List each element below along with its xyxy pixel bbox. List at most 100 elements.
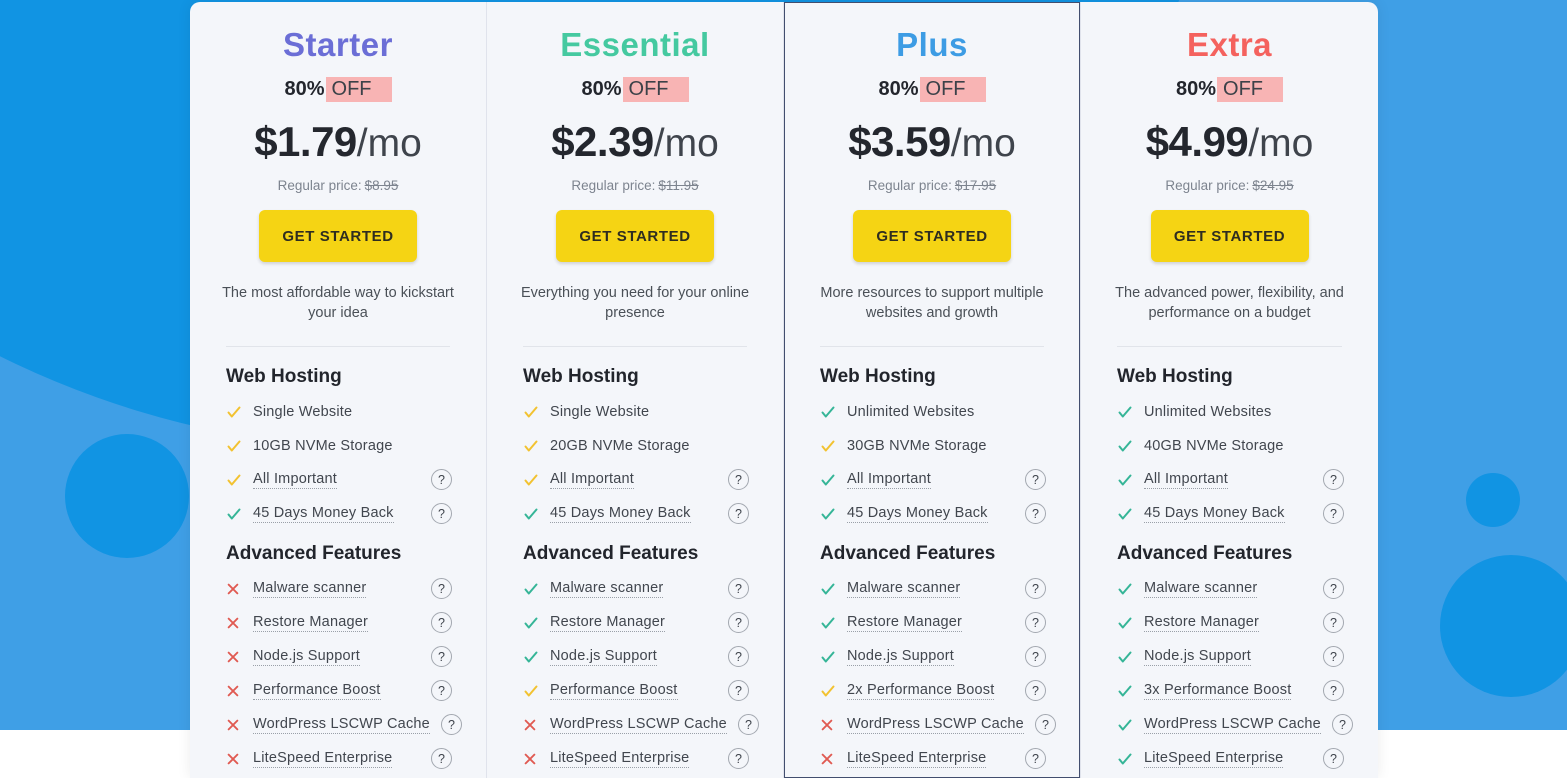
- regular-price: Regular price: $17.95: [784, 178, 1080, 193]
- feature-label[interactable]: Malware scanner: [253, 579, 367, 598]
- feature-label[interactable]: Performance Boost: [550, 681, 678, 700]
- help-icon[interactable]: ?: [1323, 578, 1344, 599]
- regular-price-value: $24.95: [1252, 178, 1294, 193]
- feature-label[interactable]: 45 Days Money Back: [253, 504, 394, 523]
- help-icon[interactable]: ?: [728, 646, 749, 667]
- help-icon[interactable]: ?: [728, 612, 749, 633]
- help-icon[interactable]: ?: [431, 680, 452, 701]
- cross-icon: [226, 615, 242, 631]
- help-icon[interactable]: ?: [1331, 714, 1353, 735]
- help-icon[interactable]: ?: [1025, 612, 1046, 633]
- feature-row: 40GB NVMe Storage: [1117, 435, 1344, 456]
- feature-row: WordPress LSCWP Cache ?: [523, 714, 759, 735]
- help-icon[interactable]: ?: [1323, 503, 1344, 524]
- help-icon[interactable]: ?: [431, 578, 452, 599]
- help-icon[interactable]: ?: [1323, 680, 1344, 701]
- help-icon[interactable]: ?: [431, 612, 452, 633]
- help-icon[interactable]: ?: [431, 646, 452, 667]
- discount-badge: 80% OFF: [1081, 77, 1378, 102]
- feature-label[interactable]: LiteSpeed Enterprise: [847, 749, 987, 768]
- help-icon[interactable]: ?: [1025, 646, 1046, 667]
- help-icon[interactable]: ?: [728, 680, 749, 701]
- feature-label[interactable]: Node.js Support: [1144, 647, 1251, 666]
- feature-label[interactable]: WordPress LSCWP Cache: [1144, 715, 1321, 734]
- help-icon[interactable]: ?: [1323, 748, 1344, 769]
- feature-label: Unlimited Websites: [847, 403, 975, 420]
- feature-label[interactable]: Node.js Support: [550, 647, 657, 666]
- feature-label[interactable]: Node.js Support: [253, 647, 360, 666]
- help-icon[interactable]: ?: [1025, 680, 1046, 701]
- divider: [226, 346, 450, 347]
- feature-label[interactable]: 2x Performance Boost: [847, 681, 995, 700]
- feature-label[interactable]: 45 Days Money Back: [550, 504, 691, 523]
- feature-label[interactable]: All Important: [253, 470, 337, 489]
- cross-icon: [523, 751, 539, 767]
- help-icon[interactable]: ?: [431, 503, 452, 524]
- feature-row: Performance Boost ?: [226, 680, 452, 701]
- feature-label[interactable]: 45 Days Money Back: [1144, 504, 1285, 523]
- help-icon[interactable]: ?: [431, 469, 452, 490]
- check-icon: [523, 683, 539, 699]
- feature-row: Malware scanner ?: [226, 578, 452, 599]
- get-started-button[interactable]: GET STARTED: [259, 210, 417, 262]
- help-icon[interactable]: ?: [1025, 578, 1046, 599]
- help-icon[interactable]: ?: [728, 748, 749, 769]
- help-icon[interactable]: ?: [1025, 503, 1046, 524]
- feature-label[interactable]: All Important: [847, 470, 931, 489]
- plan-price: $2.39/mo: [487, 118, 783, 166]
- check-icon: [1117, 615, 1133, 631]
- discount-off-label: OFF: [325, 77, 392, 102]
- check-icon: [523, 404, 539, 420]
- feature-label[interactable]: Malware scanner: [550, 579, 664, 598]
- feature-label[interactable]: LiteSpeed Enterprise: [253, 749, 393, 768]
- get-started-button[interactable]: GET STARTED: [1150, 210, 1309, 262]
- feature-label[interactable]: Restore Manager: [550, 613, 666, 632]
- help-icon[interactable]: ?: [728, 469, 749, 490]
- feature-label[interactable]: WordPress LSCWP Cache: [550, 715, 727, 734]
- feature-label[interactable]: Node.js Support: [847, 647, 954, 666]
- feature-label[interactable]: Restore Manager: [253, 613, 369, 632]
- feature-label[interactable]: LiteSpeed Enterprise: [550, 749, 690, 768]
- feature-label[interactable]: All Important: [1144, 470, 1228, 489]
- help-icon[interactable]: ?: [1323, 646, 1344, 667]
- cross-icon: [820, 717, 836, 733]
- feature-label[interactable]: 3x Performance Boost: [1144, 681, 1292, 700]
- feature-label[interactable]: Performance Boost: [253, 681, 381, 700]
- get-started-button[interactable]: GET STARTED: [556, 210, 714, 262]
- feature-row: 30GB NVMe Storage: [820, 435, 1046, 456]
- help-icon[interactable]: ?: [1323, 612, 1344, 633]
- help-icon[interactable]: ?: [1323, 469, 1344, 490]
- help-icon[interactable]: ?: [728, 503, 749, 524]
- feature-label[interactable]: WordPress LSCWP Cache: [253, 715, 430, 734]
- feature-label[interactable]: LiteSpeed Enterprise: [1144, 749, 1284, 768]
- help-icon[interactable]: ?: [1025, 748, 1046, 769]
- help-icon[interactable]: ?: [431, 748, 452, 769]
- feature-label: Single Website: [550, 403, 650, 420]
- help-icon[interactable]: ?: [737, 714, 759, 735]
- feature-label: Unlimited Websites: [1144, 403, 1272, 420]
- feature-label[interactable]: Malware scanner: [847, 579, 961, 598]
- plan-price: $1.79/mo: [190, 118, 486, 166]
- get-started-button[interactable]: GET STARTED: [853, 210, 1011, 262]
- feature-row: LiteSpeed Enterprise ?: [820, 748, 1046, 769]
- web-hosting-heading: Web Hosting: [226, 366, 342, 387]
- feature-row: WordPress LSCWP Cache ?: [1117, 714, 1353, 735]
- check-icon: [820, 615, 836, 631]
- help-icon[interactable]: ?: [1034, 714, 1056, 735]
- feature-row: 10GB NVMe Storage: [226, 435, 452, 456]
- feature-label[interactable]: Restore Manager: [847, 613, 963, 632]
- feature-row: Unlimited Websites: [1117, 401, 1344, 422]
- feature-label[interactable]: 45 Days Money Back: [847, 504, 988, 523]
- cross-icon: [226, 683, 242, 699]
- feature-label[interactable]: All Important: [550, 470, 634, 489]
- feature-label[interactable]: Malware scanner: [1144, 579, 1258, 598]
- help-icon[interactable]: ?: [728, 578, 749, 599]
- help-icon[interactable]: ?: [440, 714, 462, 735]
- feature-label[interactable]: Restore Manager: [1144, 613, 1260, 632]
- help-icon[interactable]: ?: [1025, 469, 1046, 490]
- plan-name: Plus: [896, 26, 968, 63]
- plan-description: More resources to support multiple websi…: [820, 285, 1044, 321]
- advanced-features-heading: Advanced Features: [820, 543, 996, 564]
- check-icon: [1117, 751, 1133, 767]
- feature-label[interactable]: WordPress LSCWP Cache: [847, 715, 1024, 734]
